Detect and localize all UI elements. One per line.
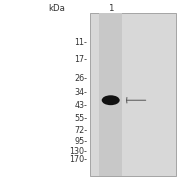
FancyBboxPatch shape <box>99 13 122 176</box>
Text: 130-: 130- <box>69 147 87 156</box>
Text: 11-: 11- <box>74 38 87 47</box>
Text: 43-: 43- <box>74 102 87 111</box>
FancyBboxPatch shape <box>90 13 176 176</box>
Text: 72-: 72- <box>74 126 87 135</box>
Text: 34-: 34- <box>74 88 87 97</box>
Text: 55-: 55- <box>74 114 87 123</box>
Text: kDa: kDa <box>48 4 65 13</box>
Text: 26-: 26- <box>74 75 87 84</box>
Text: 17-: 17- <box>74 55 87 64</box>
Text: 95-: 95- <box>74 137 87 146</box>
Text: 170-: 170- <box>69 155 87 164</box>
Ellipse shape <box>102 95 120 105</box>
Text: 1: 1 <box>108 4 113 13</box>
